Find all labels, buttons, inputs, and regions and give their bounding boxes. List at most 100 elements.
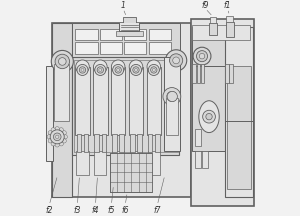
- Circle shape: [148, 64, 159, 75]
- Bar: [229, 64, 233, 83]
- Circle shape: [59, 128, 63, 132]
- Bar: [148, 151, 160, 175]
- Bar: [129, 67, 143, 135]
- Circle shape: [55, 54, 70, 69]
- Circle shape: [193, 47, 211, 65]
- Bar: [195, 129, 200, 146]
- Circle shape: [55, 143, 59, 147]
- Bar: [148, 29, 171, 40]
- Bar: [226, 22, 234, 37]
- Circle shape: [196, 51, 208, 62]
- Circle shape: [129, 60, 143, 74]
- Text: f6: f6: [122, 206, 129, 215]
- Bar: [225, 27, 253, 197]
- Bar: [72, 23, 180, 57]
- Bar: [226, 16, 233, 22]
- Circle shape: [51, 128, 55, 132]
- Bar: [148, 134, 152, 152]
- Bar: [130, 151, 142, 175]
- Circle shape: [76, 60, 89, 74]
- Text: f7: f7: [154, 206, 161, 215]
- Bar: [197, 64, 200, 83]
- Circle shape: [147, 60, 160, 74]
- Bar: [124, 29, 146, 40]
- Bar: [75, 42, 98, 54]
- Circle shape: [53, 133, 61, 141]
- Bar: [112, 151, 124, 175]
- Circle shape: [199, 53, 205, 59]
- Circle shape: [63, 135, 68, 139]
- Text: f3: f3: [74, 206, 81, 215]
- Circle shape: [77, 64, 88, 75]
- Circle shape: [58, 58, 66, 65]
- Circle shape: [167, 91, 177, 102]
- Circle shape: [203, 110, 215, 123]
- Circle shape: [173, 57, 179, 64]
- Circle shape: [115, 67, 121, 73]
- Bar: [193, 27, 250, 66]
- Circle shape: [130, 64, 142, 75]
- Bar: [94, 151, 106, 175]
- Circle shape: [51, 50, 74, 73]
- Bar: [124, 42, 146, 54]
- Circle shape: [51, 142, 55, 146]
- Bar: [195, 151, 200, 168]
- Bar: [155, 134, 160, 152]
- Circle shape: [167, 91, 177, 102]
- Bar: [52, 23, 191, 197]
- Bar: [137, 134, 142, 152]
- Text: f1: f1: [224, 1, 231, 10]
- Circle shape: [99, 68, 102, 71]
- Circle shape: [151, 67, 157, 73]
- Bar: [94, 134, 99, 152]
- Text: f2: f2: [45, 206, 53, 215]
- Bar: [102, 134, 106, 152]
- Circle shape: [62, 131, 66, 135]
- Bar: [76, 134, 81, 152]
- Bar: [164, 57, 180, 151]
- Bar: [72, 57, 179, 155]
- Bar: [110, 153, 152, 192]
- Bar: [75, 67, 90, 135]
- Bar: [75, 29, 98, 40]
- Bar: [119, 134, 124, 152]
- Circle shape: [55, 127, 59, 131]
- Circle shape: [48, 131, 52, 135]
- Bar: [84, 134, 88, 152]
- Circle shape: [56, 135, 59, 138]
- Bar: [46, 66, 53, 161]
- Circle shape: [169, 54, 183, 67]
- Bar: [193, 64, 196, 83]
- Bar: [74, 60, 178, 152]
- Bar: [225, 64, 229, 83]
- Bar: [202, 151, 208, 168]
- Circle shape: [48, 139, 52, 143]
- Circle shape: [117, 68, 120, 71]
- Circle shape: [94, 60, 107, 74]
- Bar: [100, 29, 122, 40]
- Bar: [119, 23, 140, 31]
- Circle shape: [50, 130, 64, 144]
- Circle shape: [166, 50, 187, 71]
- Circle shape: [163, 87, 181, 105]
- Circle shape: [79, 67, 86, 73]
- Text: f9: f9: [202, 1, 209, 10]
- Bar: [120, 24, 139, 31]
- Circle shape: [97, 67, 103, 73]
- Circle shape: [62, 139, 66, 143]
- Circle shape: [81, 68, 84, 71]
- Bar: [147, 67, 161, 135]
- Circle shape: [112, 64, 124, 75]
- Bar: [148, 42, 171, 54]
- Bar: [193, 66, 225, 151]
- Circle shape: [95, 64, 106, 75]
- Circle shape: [111, 60, 125, 74]
- Circle shape: [152, 68, 155, 71]
- Bar: [93, 67, 107, 135]
- Text: f4: f4: [92, 206, 99, 215]
- Ellipse shape: [199, 101, 219, 133]
- Circle shape: [59, 142, 63, 146]
- Bar: [209, 23, 217, 35]
- Bar: [112, 134, 117, 152]
- Bar: [54, 64, 69, 121]
